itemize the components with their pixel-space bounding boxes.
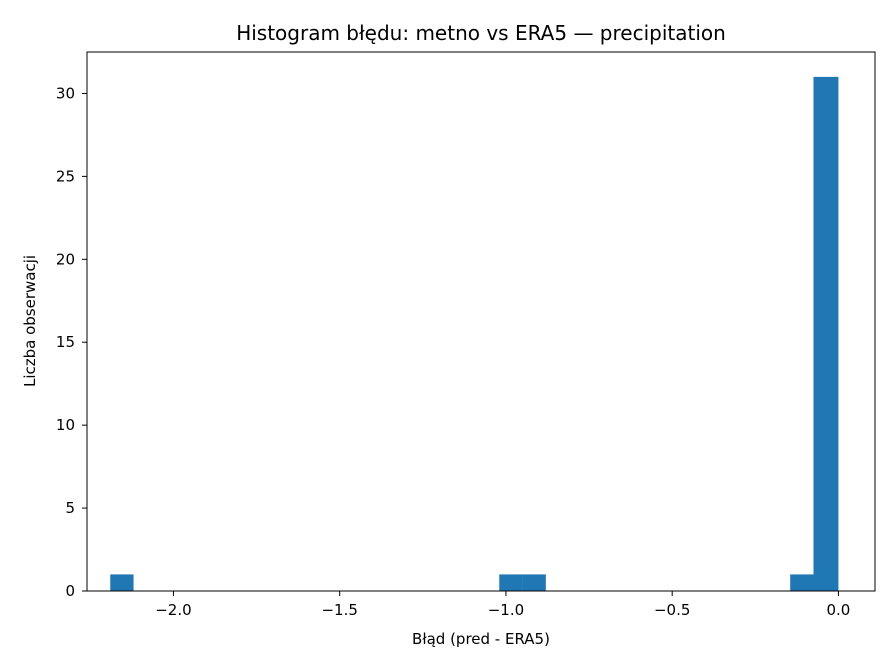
y-tick-label: 0 [65,582,75,600]
y-tick-label: 15 [56,333,75,351]
y-tick-label: 5 [65,499,75,517]
x-axis-label: Błąd (pred - ERA5) [412,630,550,648]
histogram-bar [522,574,546,591]
y-ticks-group: 0 5 10 15 20 25 30 [56,84,87,600]
x-tick-label: 0.0 [826,601,850,619]
x-tick-label: −0.5 [654,601,690,619]
y-tick-label: 20 [56,250,75,268]
histogram-bar [813,76,839,591]
histogram-bar [110,574,134,591]
histogram-bar [790,574,814,591]
x-ticks-group: −2.0 −1.5 −1.0 −0.5 0.0 [155,591,850,619]
plot-frame [86,51,876,592]
y-tick-label: 25 [56,167,75,185]
bars-group [110,76,839,591]
y-axis-label: Liczba obserwacji [21,255,39,387]
x-tick-label: −2.0 [155,601,191,619]
histogram-bar [499,574,523,591]
chart-title: Histogram błędu: metno vs ERA5 — precipi… [236,21,726,45]
x-tick-label: −1.5 [321,601,357,619]
y-tick-label: 30 [56,84,75,102]
y-tick-label: 10 [56,416,75,434]
x-tick-label: −1.0 [488,601,524,619]
